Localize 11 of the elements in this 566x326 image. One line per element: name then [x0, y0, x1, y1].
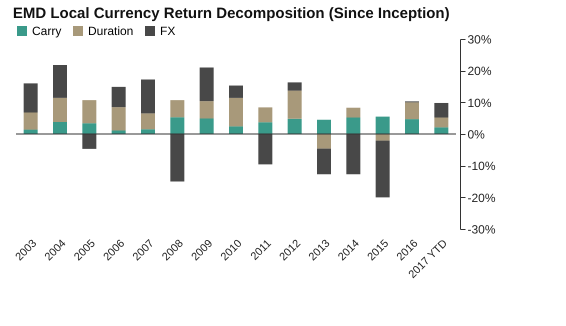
y-tick-label: 30%	[468, 32, 492, 46]
y-tick-label: 10%	[468, 96, 492, 110]
y-tick-label: -20%	[468, 190, 496, 205]
legend-label: Carry	[32, 24, 62, 38]
y-tick-label: 20%	[468, 64, 492, 78]
legend-label: Duration	[88, 24, 134, 38]
chart-title: EMD Local Currency Return Decomposition (Since Inception)	[12, 5, 450, 22]
y-tick-label: -30%	[468, 222, 496, 236]
y-tick-label: -10%	[468, 159, 496, 174]
legend-label: FX	[160, 24, 176, 38]
y-tick-label: 0%	[468, 128, 486, 142]
